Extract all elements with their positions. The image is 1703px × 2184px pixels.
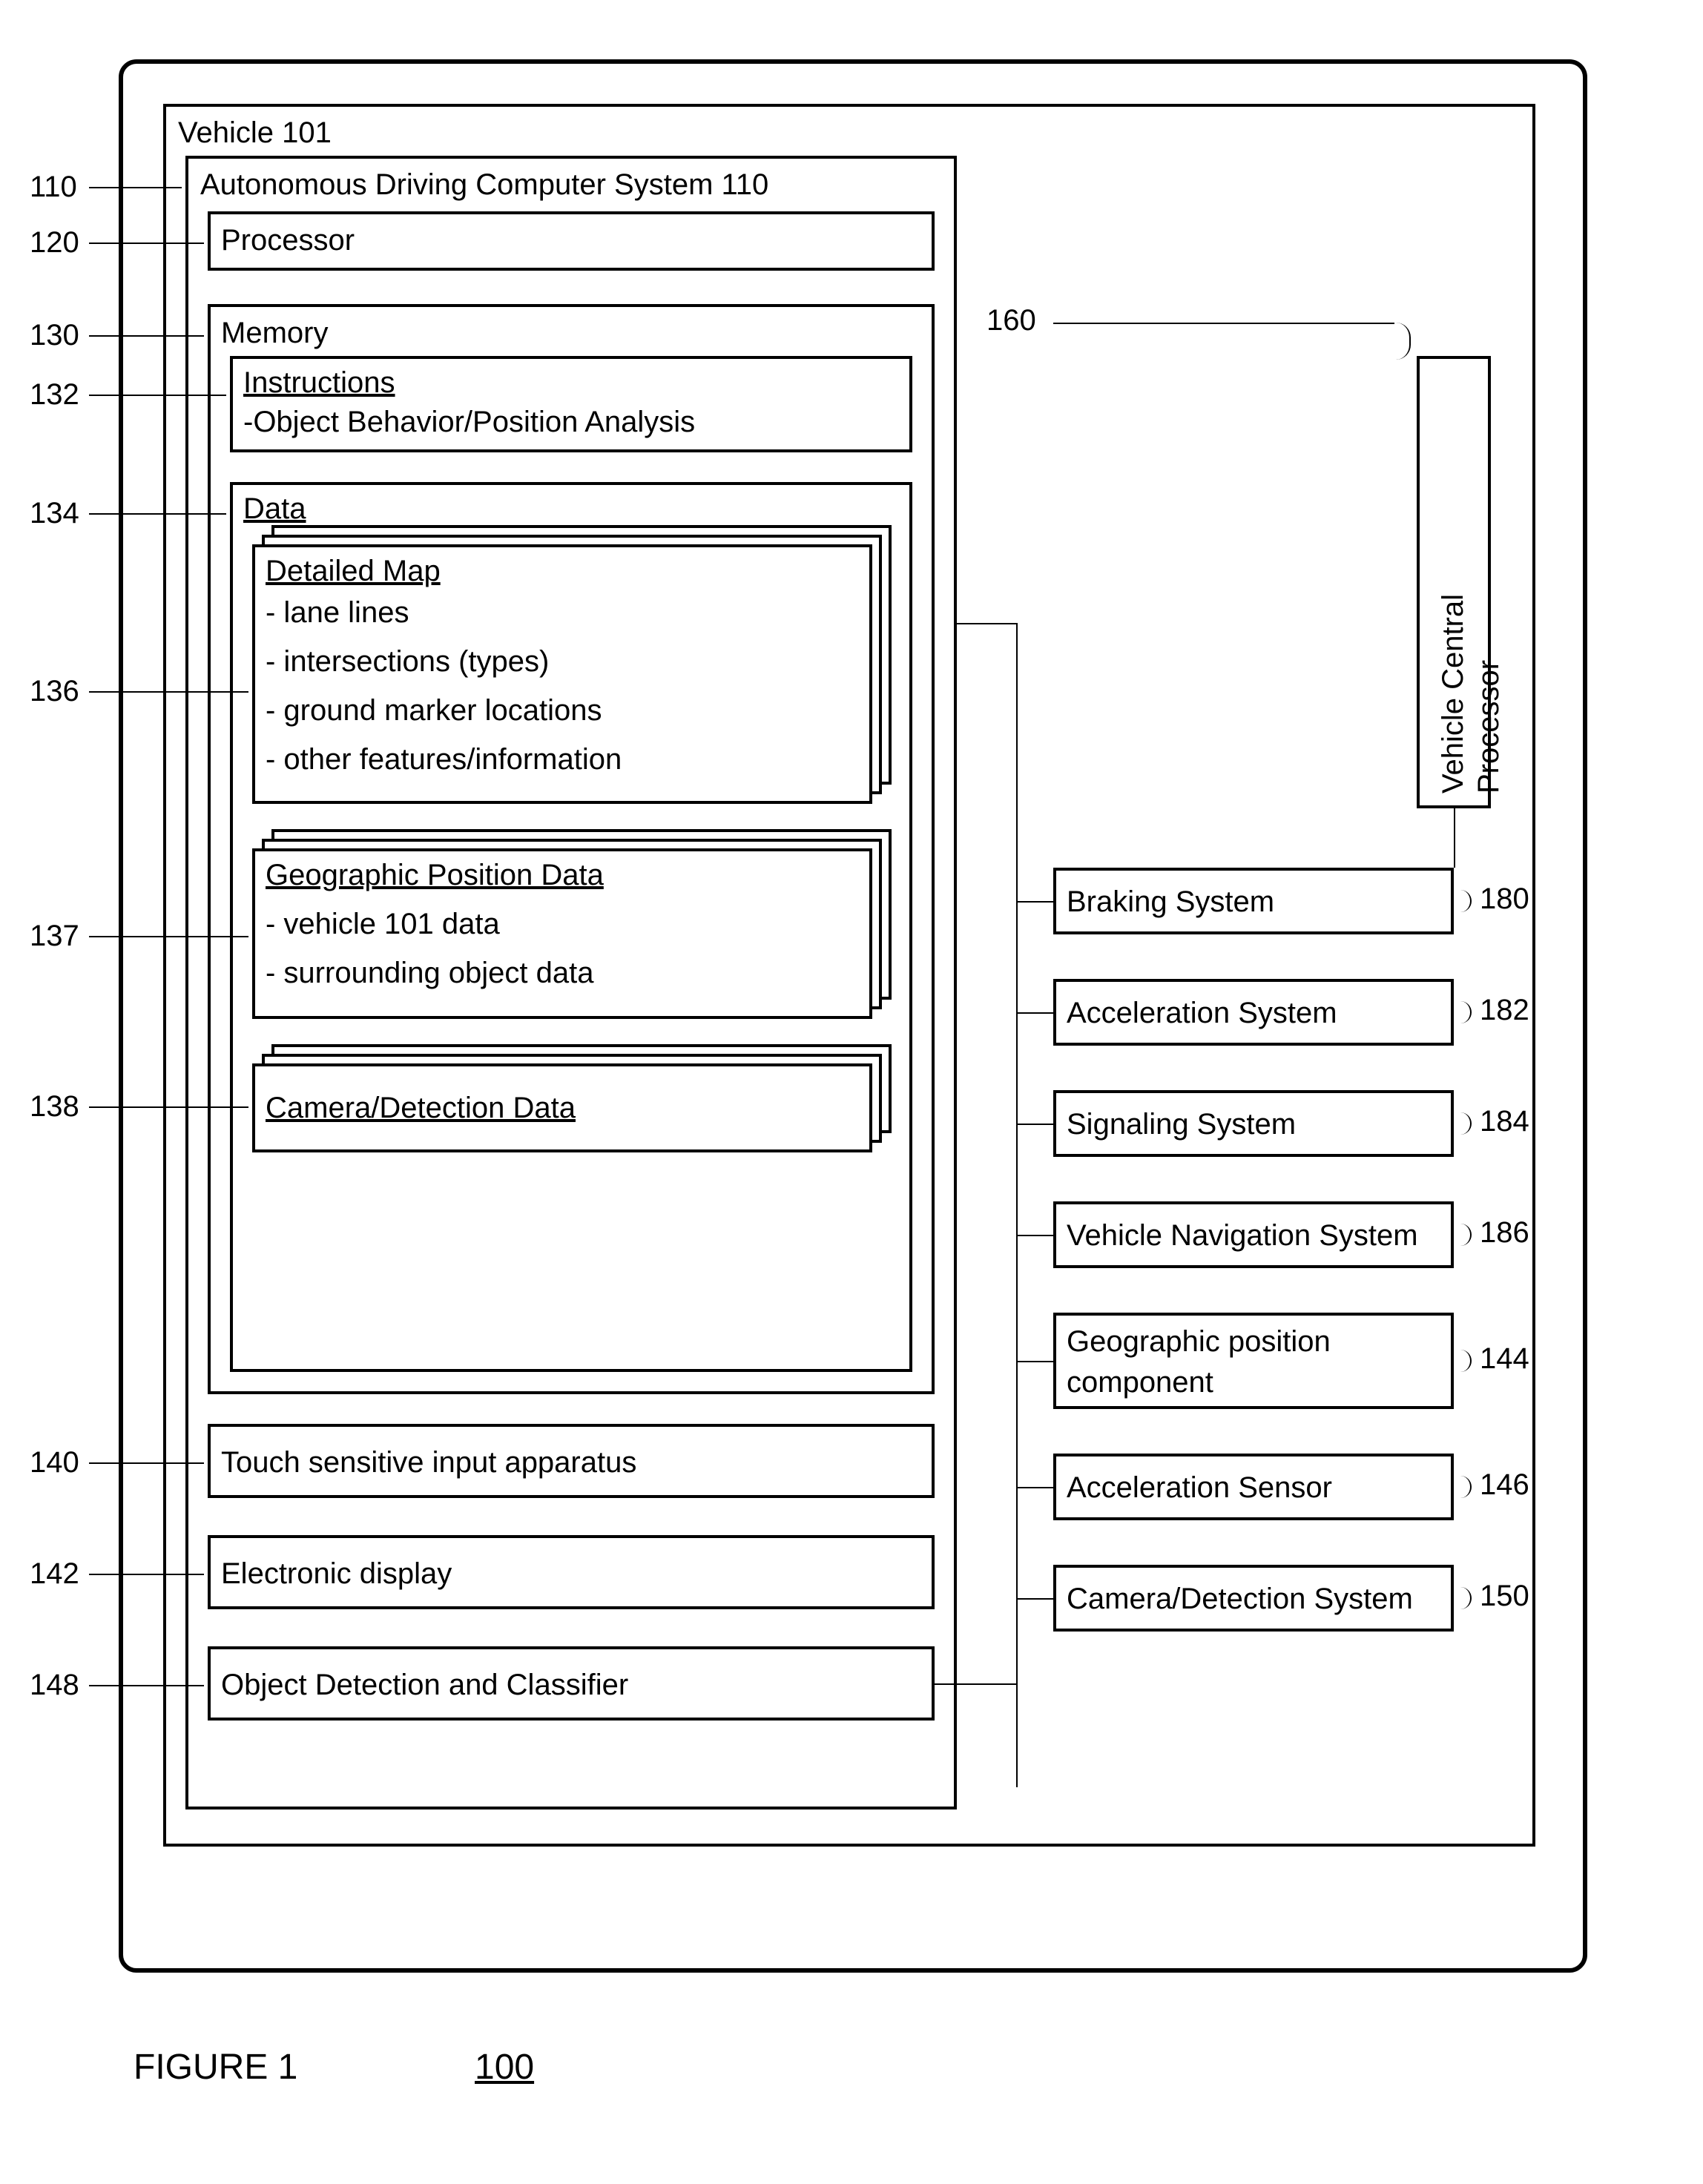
leader-136 (89, 691, 248, 693)
ref-136: 136 (30, 675, 79, 708)
bus-to-vcp-v (1454, 808, 1455, 868)
ref-182: 182 (1480, 994, 1529, 1027)
intersections-label: - intersections (types) (266, 644, 549, 679)
ref-180: 180 (1480, 882, 1529, 916)
ref-137: 137 (30, 920, 79, 953)
ref-134: 134 (30, 497, 79, 530)
bus-accel (1016, 1012, 1053, 1014)
ref-130: 130 (30, 319, 79, 352)
ref-144: 144 (1480, 1342, 1529, 1376)
touch-label: Touch sensitive input apparatus (221, 1445, 636, 1480)
ref-138: 138 (30, 1090, 79, 1124)
ref-186: 186 (1480, 1216, 1529, 1250)
ref-146: 146 (1480, 1468, 1529, 1502)
detailed-map-label: Detailed Map (266, 553, 441, 589)
accel-sensor-label: Acceleration Sensor (1067, 1470, 1332, 1505)
signaling-label: Signaling System (1067, 1106, 1296, 1142)
ref-120: 120 (30, 226, 79, 260)
leader-140 (89, 1462, 204, 1464)
vehicle-label: Vehicle 101 (178, 115, 332, 151)
ref-160: 160 (986, 304, 1036, 337)
ref-140: 140 (30, 1446, 79, 1479)
ref-132: 132 (30, 378, 79, 412)
geo-pos-data-label: Geographic Position Data (266, 857, 604, 893)
processor-label: Processor (221, 222, 355, 258)
leader-137 (89, 936, 248, 937)
cam-det-data-label: Camera/Detection Data (266, 1090, 576, 1126)
other-features-label: - other features/information (266, 742, 622, 777)
cam-det-sys-label: Camera/Detection System (1067, 1581, 1413, 1617)
ref-150: 150 (1480, 1580, 1529, 1613)
vcp-label: Vehicle Central Processor (1435, 555, 1506, 794)
figure-label: FIGURE 1 (134, 2047, 297, 2088)
obj-behavior-label: -Object Behavior/Position Analysis (243, 404, 695, 440)
data-header: Data (243, 491, 306, 527)
geo-pos-comp-l2: component (1067, 1365, 1213, 1400)
ref-142: 142 (30, 1557, 79, 1591)
leader-138 (89, 1106, 248, 1108)
leader-120 (89, 243, 204, 244)
obj-det-cls-label: Object Detection and Classifier (221, 1667, 628, 1703)
vehicle-data-label: - vehicle 101 data (266, 906, 500, 942)
leader-132 (89, 395, 226, 396)
lane-lines-label: - lane lines (266, 595, 409, 630)
figure-number: 100 (475, 2047, 534, 2088)
bus-camsys (1016, 1598, 1053, 1600)
bus-vnav (1016, 1235, 1053, 1236)
bus-signaling (1016, 1124, 1053, 1125)
surrounding-label: - surrounding object data (266, 955, 594, 991)
bus-accsens (1016, 1487, 1053, 1488)
bus-vertical (1016, 623, 1018, 1787)
bus-objdet (935, 1683, 1016, 1685)
acs-label: Autonomous Driving Computer System 110 (200, 167, 768, 202)
leader-160 (1053, 323, 1394, 324)
diagram-canvas: Vehicle 101 Autonomous Driving Computer … (30, 30, 1673, 2154)
accel-sys-label: Acceleration System (1067, 995, 1337, 1031)
bus-braking (1016, 901, 1053, 903)
braking-label: Braking System (1067, 884, 1274, 920)
leader-142 (89, 1574, 204, 1575)
edisplay-label: Electronic display (221, 1556, 452, 1591)
bus-out-acs (957, 623, 1016, 624)
instructions-label: Instructions (243, 365, 395, 400)
ref-184: 184 (1480, 1105, 1529, 1138)
bus-geo (1016, 1361, 1053, 1362)
geo-pos-comp-l1: Geographic position (1067, 1324, 1331, 1359)
ref-110: 110 (30, 171, 77, 204)
leader-134 (89, 513, 226, 515)
leader-110 (89, 187, 182, 188)
ref-148: 148 (30, 1669, 79, 1702)
ground-markers-label: - ground marker locations (266, 693, 602, 728)
leader-148 (89, 1685, 204, 1686)
leader-130 (89, 335, 204, 337)
memory-label: Memory (221, 315, 328, 351)
vnav-label: Vehicle Navigation System (1067, 1218, 1418, 1253)
